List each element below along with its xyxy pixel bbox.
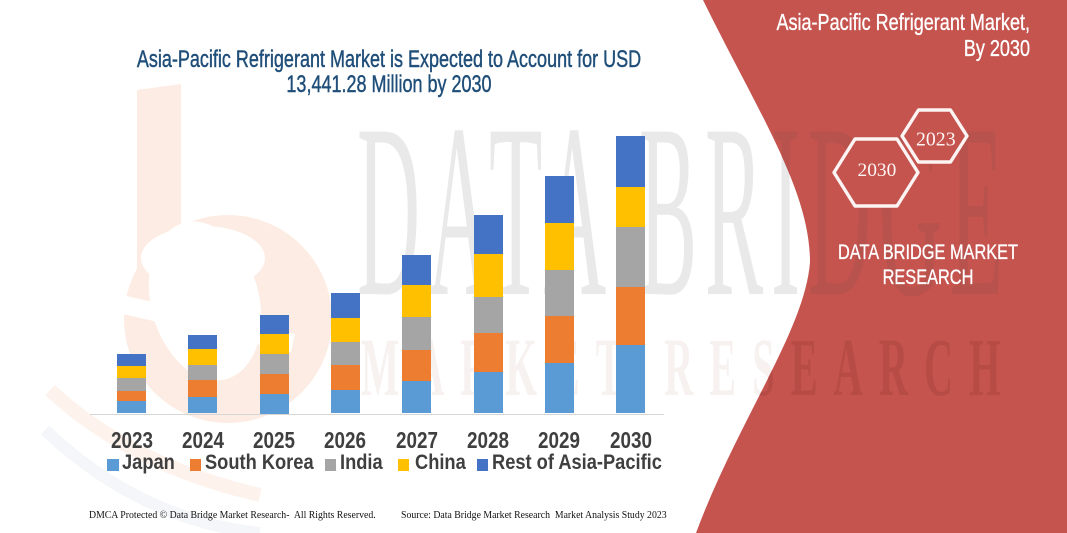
svg-text:2023: 2023 — [916, 128, 956, 150]
svg-text:2030: 2030 — [858, 160, 897, 181]
